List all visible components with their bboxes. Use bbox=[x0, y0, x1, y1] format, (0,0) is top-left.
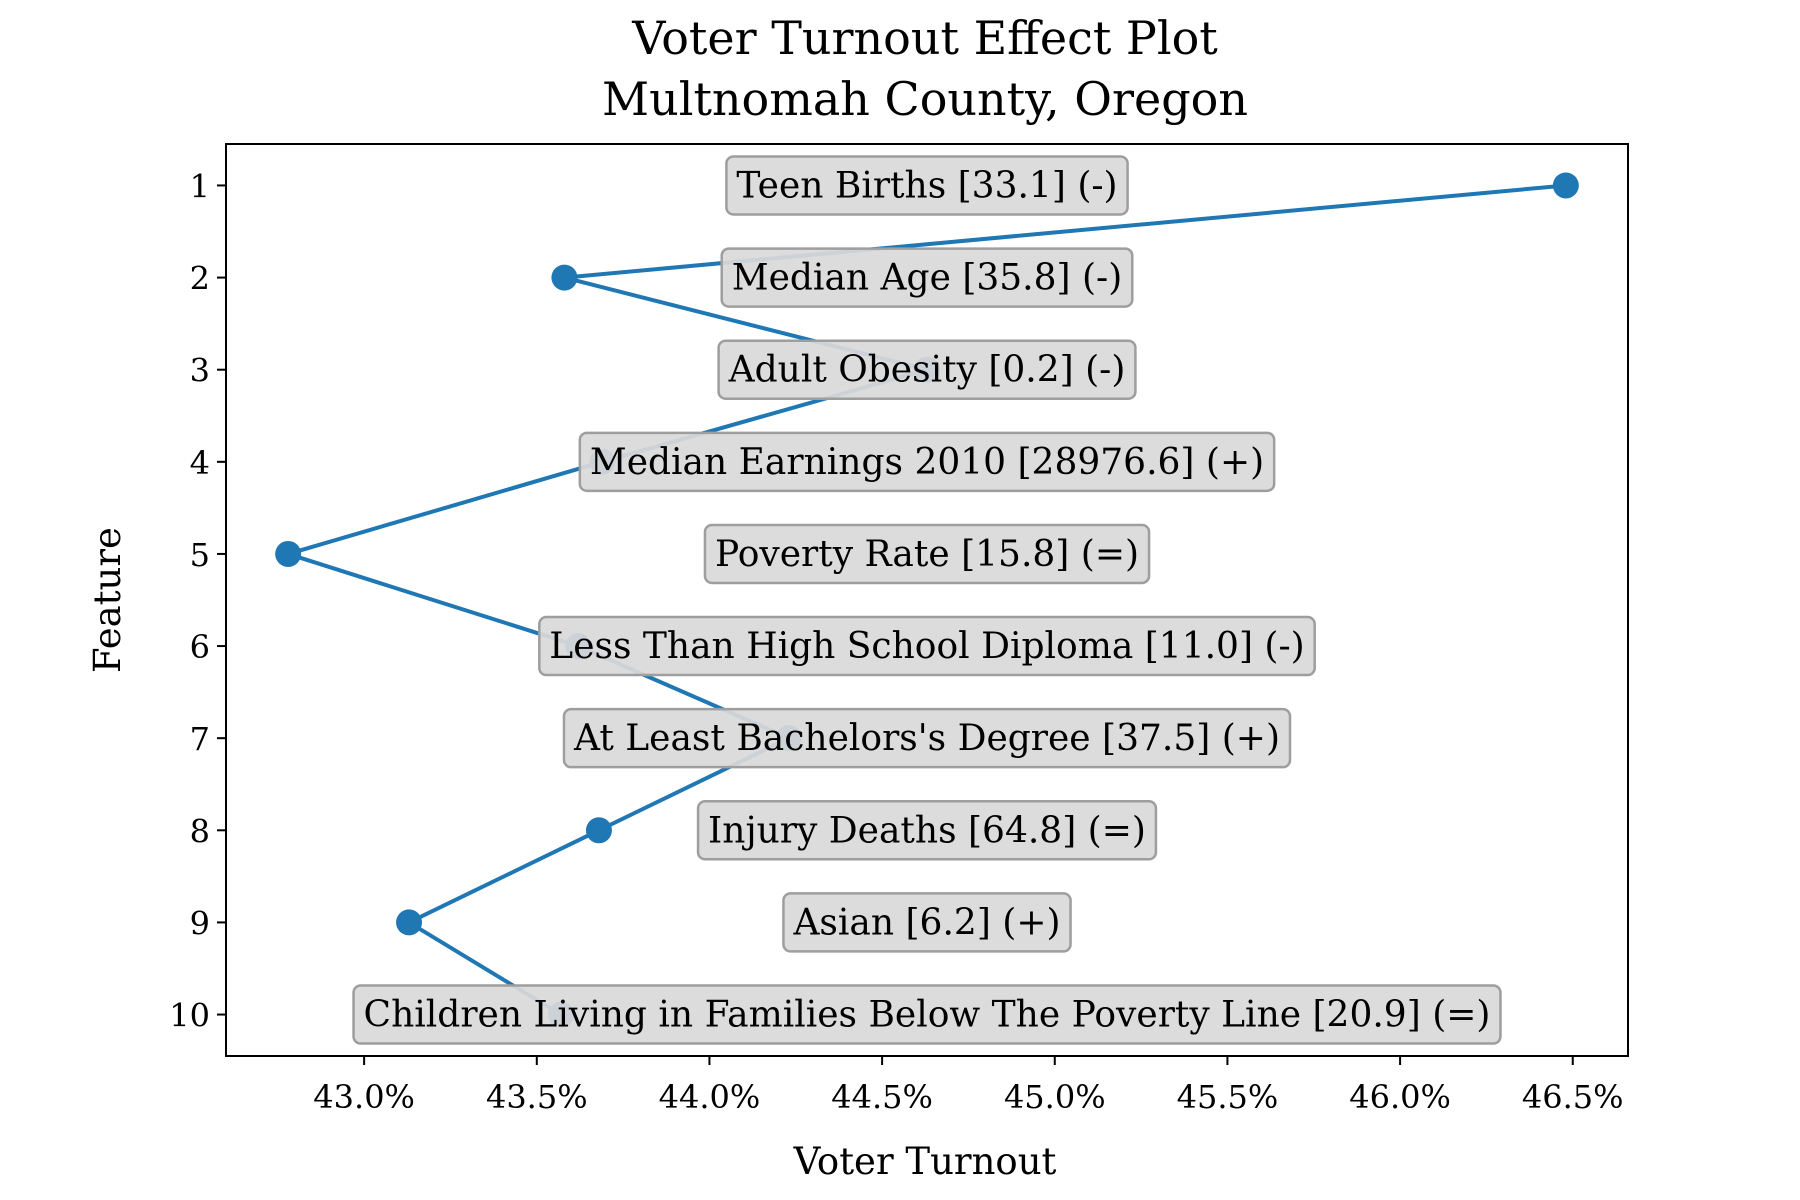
y-tick-label: 7 bbox=[190, 720, 210, 758]
data-point-5 bbox=[275, 540, 302, 567]
annotation-box: Median Age [35.8] (-) bbox=[720, 247, 1134, 308]
x-tick-label: 45.5% bbox=[1177, 1078, 1279, 1116]
annotation-box-bg bbox=[352, 984, 1502, 1045]
y-tick-label: 8 bbox=[190, 812, 210, 850]
annotation-box-bg bbox=[703, 523, 1151, 585]
y-tick-label: 2 bbox=[190, 260, 210, 298]
annotation-box-bg bbox=[562, 707, 1292, 769]
y-tick-label: 9 bbox=[190, 904, 210, 942]
annotation-box-bg bbox=[717, 339, 1137, 400]
x-tick-label: 46.5% bbox=[1522, 1078, 1624, 1116]
annotation-label: At Least Bachelors's Degree [37.5] (+) bbox=[573, 718, 1280, 759]
data-point-1 bbox=[1552, 172, 1579, 199]
annotation-box-bg bbox=[578, 431, 1276, 493]
annotation-box-bg bbox=[725, 155, 1129, 216]
x-tick-label: 43.5% bbox=[486, 1078, 588, 1116]
annotation-box: Poverty Rate [15.8] (=) bbox=[703, 523, 1151, 585]
annotation-label: Less Than High School Diploma [11.0] (-) bbox=[549, 626, 1304, 667]
annotation-box: At Least Bachelors's Degree [37.5] (+) bbox=[562, 707, 1292, 769]
annotation-box-bg bbox=[538, 615, 1316, 677]
annotation-box-bg bbox=[782, 892, 1072, 953]
annotation-label: Median Earnings 2010 [28976.6] (+) bbox=[590, 442, 1264, 483]
annotation-box: Median Earnings 2010 [28976.6] (+) bbox=[578, 431, 1276, 493]
series-line bbox=[286, 183, 1567, 1017]
data-point-9 bbox=[396, 909, 423, 936]
y-tick-label: 3 bbox=[190, 352, 210, 390]
annotation-label: Teen Births [33.1] (-) bbox=[736, 165, 1117, 206]
annotation-box: Adult Obesity [0.2] (-) bbox=[717, 339, 1137, 400]
x-tick-label: 45.0% bbox=[1004, 1078, 1106, 1116]
x-tick-label: 46.0% bbox=[1349, 1078, 1451, 1116]
annotation-label: Injury Deaths [64.8] (=) bbox=[708, 810, 1146, 851]
annotation-box-bg bbox=[720, 247, 1134, 308]
annotation-label: Children Living in Families Below The Po… bbox=[364, 995, 1491, 1036]
annotation-label: Median Age [35.8] (-) bbox=[732, 258, 1123, 299]
x-axis-label: Voter Turnout bbox=[793, 1140, 1057, 1183]
annotation-layer: Teen Births [33.1] (-) Median Age [35.8] … bbox=[352, 155, 1502, 1045]
data-point-2 bbox=[551, 264, 578, 291]
y-tick-label: 10 bbox=[169, 997, 210, 1035]
y-axis-label: Feature bbox=[86, 527, 129, 673]
annotation-box: Teen Births [33.1] (-) bbox=[725, 155, 1129, 216]
x-tick-label: 43.0% bbox=[313, 1078, 415, 1116]
annotation-box: Less Than High School Diploma [11.0] (-) bbox=[538, 615, 1316, 677]
chart-title: Voter Turnout Effect Plot Multnomah Coun… bbox=[602, 11, 1248, 126]
annotation-box: Injury Deaths [64.8] (=) bbox=[696, 800, 1158, 861]
x-tick-label: 44.5% bbox=[831, 1078, 933, 1116]
y-tick-label: 4 bbox=[190, 444, 210, 482]
y-tick-label: 5 bbox=[190, 536, 210, 574]
y-tick-label: 6 bbox=[190, 628, 210, 666]
y-tick-label: 1 bbox=[190, 167, 210, 205]
annotation-label: Asian [6.2] (+) bbox=[792, 902, 1060, 943]
annotation-label: Adult Obesity [0.2] (-) bbox=[728, 350, 1126, 391]
x-tick-label: 44.0% bbox=[659, 1078, 761, 1116]
annotation-box-bg bbox=[696, 800, 1158, 861]
axes: 43.0% 43.5% 44.0% 44.5% 45.0% 45.5% 46.0% 46.5%… bbox=[169, 143, 1629, 1116]
annotation-box: Asian [6.2] (+) bbox=[782, 892, 1072, 953]
data-point-8 bbox=[585, 817, 612, 844]
plot-frame bbox=[225, 143, 1629, 1057]
annotation-box: Children Living in Families Below The Po… bbox=[352, 984, 1502, 1045]
chart-title-line-1: Voter Turnout Effect Plot bbox=[631, 11, 1218, 65]
chart-subtitle: Multnomah County, Oregon bbox=[602, 72, 1248, 126]
annotation-label: Poverty Rate [15.8] (=) bbox=[715, 534, 1139, 575]
